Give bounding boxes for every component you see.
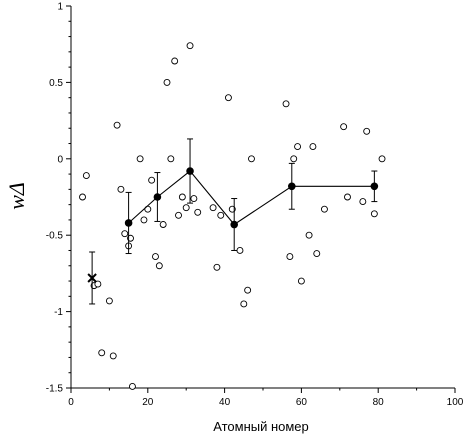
data-point-filled: [370, 182, 379, 191]
x-tick-label: 0: [68, 397, 74, 408]
data-point-open: [305, 231, 313, 239]
data-point-open: [209, 204, 217, 212]
data-point-open: [117, 185, 125, 193]
data-point-open: [163, 78, 171, 86]
data-point-open: [152, 253, 159, 261]
data-point-filled: [124, 219, 133, 227]
data-point-cross: [87, 273, 97, 283]
data-point-open: [290, 155, 298, 163]
data-point-open: [167, 155, 175, 163]
data-point-open: [294, 143, 302, 151]
data-point-open: [98, 349, 106, 357]
data-point-open: [340, 123, 348, 131]
data-point-open: [109, 352, 117, 360]
x-tick-label: 40: [219, 397, 231, 408]
data-point-open: [159, 221, 167, 228]
data-point-open: [148, 176, 156, 184]
data-point-open: [190, 195, 198, 202]
data-point-open: [155, 262, 163, 270]
x-tick-label: 80: [373, 397, 385, 408]
data-point-open: [236, 247, 244, 254]
data-point-open: [378, 155, 386, 163]
data-point-open: [244, 286, 252, 294]
data-point-open: [344, 193, 351, 201]
y-tick-label: -1: [54, 307, 63, 318]
data-point-open: [359, 198, 367, 206]
data-point-open: [363, 127, 371, 135]
data-point-filled: [186, 167, 194, 175]
x-axis-label: Атомный номер: [213, 419, 309, 434]
data-point-open: [171, 57, 179, 65]
data-point-filled: [230, 220, 238, 229]
data-point-open: [313, 250, 321, 257]
y-tick-label: 0: [57, 154, 63, 165]
data-point-open: [140, 216, 148, 224]
y-tick-label: -1.5: [46, 384, 64, 395]
data-point-open: [224, 94, 232, 102]
data-point-open: [136, 155, 144, 163]
y-tick-label: 0.5: [49, 78, 63, 89]
data-point-open: [175, 211, 182, 219]
data-point-open: [82, 172, 90, 180]
data-point-open: [309, 143, 317, 151]
data-point-open: [248, 155, 255, 163]
data-point-open: [94, 280, 102, 288]
data-point-open: [113, 121, 121, 129]
x-tick-label: 20: [142, 397, 154, 408]
y-axis-label: wΔ: [4, 182, 29, 210]
y-tick-label: 1: [57, 2, 63, 13]
series-line: [128, 170, 375, 226]
x-tick-label: 60: [296, 397, 308, 408]
data-point-open: [240, 300, 248, 308]
data-point-open: [128, 383, 136, 390]
data-point-open: [186, 42, 194, 50]
axes: -1.5 -1 -0.5 0 0.5 1 0 20 40 60 80 100: [46, 2, 464, 409]
data-point-open: [320, 205, 328, 213]
data-point-open: [178, 193, 186, 201]
data-point-open: [217, 211, 225, 219]
x-tick-label: 100: [447, 397, 464, 408]
data-point-open: [79, 193, 86, 201]
data-point-open: [297, 277, 305, 285]
data-point-filled: [288, 182, 296, 191]
data-point-open: [213, 263, 221, 271]
data-point-open: [105, 297, 113, 305]
data-point-open: [286, 253, 294, 261]
data-point-open: [182, 204, 190, 212]
data-marks: [79, 42, 386, 390]
data-point-open: [282, 100, 290, 108]
y-tick-label: -0.5: [46, 231, 64, 242]
data-point-open: [121, 230, 129, 238]
data-point-open: [194, 208, 202, 216]
data-point-filled: [153, 193, 162, 201]
data-point-open: [370, 210, 378, 218]
